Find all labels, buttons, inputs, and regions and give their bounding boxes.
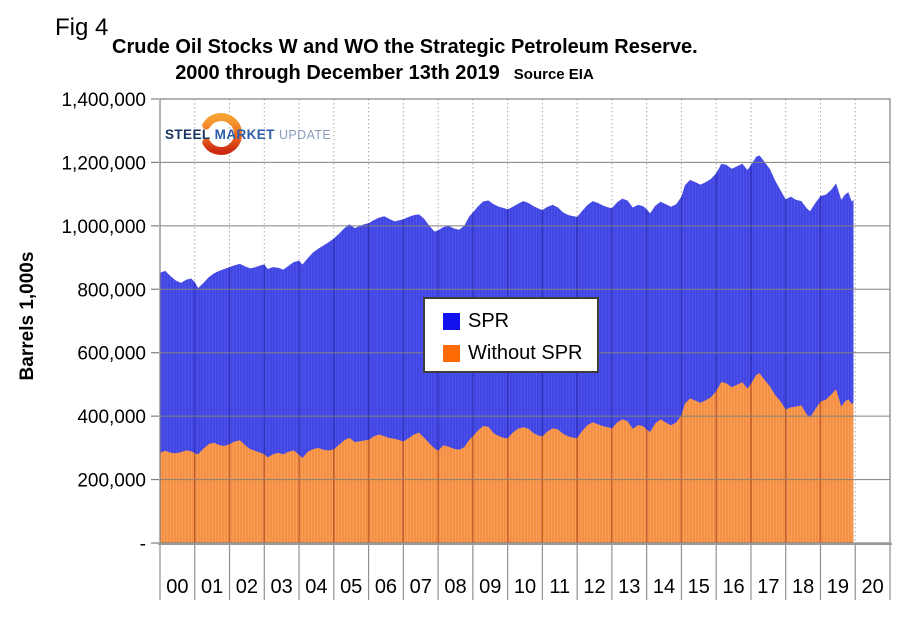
spr-color-swatch: [443, 312, 460, 330]
y-axis-tick-label: 600,000: [77, 344, 146, 365]
legend-item-without-spr: Without SPR: [443, 341, 597, 365]
without-spr-legend-label: Without SPR: [468, 341, 583, 364]
y-axis-tick-label: 1,400,000: [61, 90, 146, 111]
x-axis-tick-label: 03: [271, 576, 293, 598]
logo-word-update: UPDATE: [278, 128, 332, 142]
x-axis-tick-label: 11: [549, 576, 570, 598]
y-axis-tick-label: 1,000,000: [61, 217, 146, 238]
spr-legend-label: SPR: [468, 309, 510, 332]
logo-swoosh-icon: [202, 113, 243, 155]
y-axis-title: Barrels 1,000s: [17, 251, 38, 381]
x-axis-tick-label: 07: [410, 576, 432, 598]
x-axis-tick-label: 17: [757, 576, 779, 598]
x-axis-tick-label: 12: [583, 576, 605, 598]
x-axis-tick-label: 00: [166, 576, 188, 598]
x-axis-tick-label: 13: [618, 576, 640, 598]
chart-source: Source EIA: [513, 66, 594, 83]
x-axis-tick-label: 08: [444, 576, 466, 598]
logo-word-market: MARKET: [214, 127, 275, 142]
chart-legend: SPR Without SPR: [423, 297, 599, 373]
x-axis-tick-label: 01: [201, 576, 223, 598]
without-spr-color-swatch: [443, 344, 460, 362]
logo-word-steel: STEEL: [165, 127, 211, 142]
legend-item-spr: SPR: [443, 309, 597, 333]
chart-title-line2: 2000 through December 13th 2019 Source EI…: [112, 62, 657, 85]
x-axis-tick-label: 14: [653, 576, 675, 598]
x-axis-tick-label: 18: [792, 576, 814, 598]
y-axis-tick-label: 200,000: [77, 471, 146, 492]
x-axis-tick-label: 09: [479, 576, 501, 598]
y-axis-tick-label: -: [140, 534, 146, 555]
y-axis-tick-label: 800,000: [77, 280, 146, 301]
x-axis-tick-label: 04: [305, 576, 327, 598]
steel-market-update-logo: STEEL MARKET UPDATE: [165, 105, 375, 167]
chart-title-block: Crude Oil Stocks W and WO the Strategic …: [112, 36, 698, 85]
chart-title-line1: Crude Oil Stocks W and WO the Strategic …: [112, 36, 698, 58]
x-axis-tick-label: 16: [722, 576, 744, 598]
year-lines-over-orange: [194, 373, 822, 543]
y-axis-tick-label: 1,200,000: [61, 153, 146, 174]
logo-text: STEEL MARKET UPDATE: [165, 127, 331, 142]
x-axis-tick-label: 15: [688, 576, 710, 598]
x-axis-tick-label: 20: [861, 576, 883, 598]
chart-title-dates: 2000 through December 13th 2019: [175, 62, 500, 84]
figure-number: Fig 4: [55, 14, 109, 41]
x-axis-tick-label: 19: [827, 576, 849, 598]
x-axis-tick-label: 02: [236, 576, 258, 598]
x-axis-tick-label: 05: [340, 576, 362, 598]
x-axis-tick-label: 06: [375, 576, 397, 598]
logo-swoosh-arc: [202, 113, 243, 155]
y-axis-tick-label: 400,000: [77, 407, 146, 428]
x-axis-tick-label: 10: [514, 576, 536, 598]
